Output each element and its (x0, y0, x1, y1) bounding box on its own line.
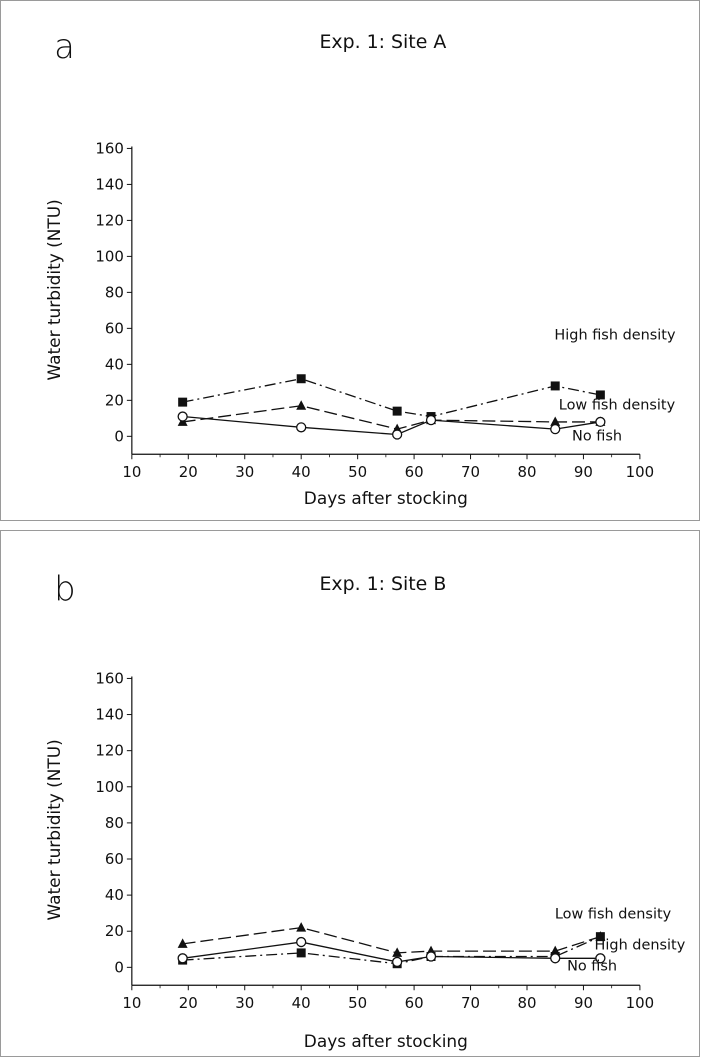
data-point-circle (425, 951, 437, 962)
data-point-square (296, 374, 306, 384)
y-tick-label: 120 (95, 742, 124, 760)
y-axis-label-a: Water turbidity (NTU) (44, 199, 64, 380)
data-point-circle (425, 414, 437, 426)
data-point-triangle (296, 922, 307, 932)
plot-area-b: 0 20 40 60 80 100 120 140 160 10 20 30 40 50 60 70 80 90 1… (95, 669, 685, 1012)
y-tick-label: 120 (95, 211, 124, 229)
x-tick-label: 80 (517, 994, 536, 1012)
y-tick-label: 140 (95, 706, 124, 724)
y-tick-label: 40 (105, 886, 124, 904)
x-tick-label: 100 (626, 994, 655, 1012)
data-point-circle (177, 411, 188, 422)
series-line-high-fish-density (182, 378, 601, 418)
data-point-triangle (296, 400, 307, 410)
chart-title-b: Exp. 1: Site B (319, 573, 446, 595)
y-axis-label-b: Water turbidity (NTU) (44, 739, 64, 920)
x-tick-label: 60 (405, 994, 424, 1012)
series-line-low-fish-density (182, 926, 601, 954)
x-tick-label: 90 (574, 463, 593, 481)
x-tick-label: 90 (574, 994, 593, 1012)
data-point-circle (595, 953, 606, 964)
data-point-square (178, 397, 188, 407)
x-tick-label: 40 (292, 994, 311, 1012)
data-point-circle (296, 422, 307, 433)
data-point-circle (550, 953, 561, 964)
chart-a-svg: a Exp. 1: Site A Water turbidity (NTU) D… (44, 27, 676, 508)
chart-b-svg: b Exp. 1: Site B Water turbidity (NTU) D… (44, 570, 686, 1051)
x-tick-label: 80 (517, 463, 536, 481)
y-tick-label: 80 (105, 814, 124, 832)
y-tick-label: 60 (105, 319, 124, 337)
data-point-square (595, 932, 605, 942)
y-tick-label: 20 (105, 391, 124, 409)
series-line-low-fish-density (182, 405, 601, 430)
x-tick-label: 30 (235, 463, 254, 481)
data-point-square (296, 948, 306, 958)
data-point-triangle (550, 416, 561, 426)
y-tick-label: 160 (95, 139, 124, 157)
chart-title-a: Exp. 1: Site A (319, 31, 446, 53)
y-tick-label: 60 (105, 850, 124, 868)
y-tick-label: 100 (95, 778, 124, 796)
data-point-triangle (392, 947, 403, 957)
x-tick-label: 10 (122, 994, 141, 1012)
chart-panel-b: b Exp. 1: Site B Water turbidity (NTU) D… (0, 530, 700, 1057)
x-tick-label: 70 (461, 994, 480, 1012)
series-label-low-fish-density: Low fish density (555, 907, 672, 923)
data-point-triangle (177, 938, 188, 948)
x-tick-label: 70 (461, 463, 480, 481)
data-point-circle (296, 936, 307, 948)
y-tick-label: 20 (105, 922, 124, 940)
series-line-no-fish (182, 415, 601, 436)
series-label-no-fish: No fish (572, 428, 622, 444)
x-axis-label-b: Days after stocking (304, 1031, 468, 1051)
y-tick-label: 0 (114, 427, 124, 445)
series-label-high-fish-density: High fish density (554, 328, 676, 344)
y-tick-label: 140 (95, 175, 124, 193)
data-point-circle (177, 953, 188, 964)
data-point-circle (392, 429, 403, 440)
x-tick-label: 40 (292, 463, 311, 481)
y-tick-label: 100 (95, 247, 124, 265)
data-point-circle (595, 416, 606, 428)
x-tick-label: 60 (405, 463, 424, 481)
series-line-no-fish (182, 941, 601, 963)
y-tick-label: 160 (95, 669, 124, 687)
y-tick-label: 80 (105, 283, 124, 301)
x-tick-label: 100 (626, 463, 655, 481)
x-tick-label: 20 (179, 994, 198, 1012)
panel-letter-a: a (54, 27, 75, 66)
panel-letter-b: b (54, 570, 76, 609)
data-point-circle (392, 956, 403, 968)
x-tick-label: 10 (122, 463, 141, 481)
series-label-low-fish-density: Low fish density (559, 397, 676, 413)
x-axis-label-a: Days after stocking (304, 488, 468, 508)
x-tick-label: 50 (348, 463, 367, 481)
y-tick-label: 0 (114, 958, 124, 976)
plot-area-a: 0 20 40 60 80 100 120 140 160 10 20 30 40 50 60 70 80 90 1… (95, 139, 676, 481)
series-label-high-density: High density (595, 937, 686, 953)
data-point-circle (550, 423, 561, 435)
data-point-square (550, 381, 560, 391)
data-point-square (392, 406, 402, 416)
data-point-square (595, 390, 605, 400)
x-tick-label: 30 (235, 994, 254, 1012)
x-tick-label: 50 (348, 994, 367, 1012)
chart-panel-a: a Exp. 1: Site A Water turbidity (NTU) D… (0, 0, 700, 521)
x-tick-label: 20 (179, 463, 198, 481)
series-label-no-fish: No fish (567, 958, 617, 974)
series-line-high-density (182, 936, 601, 965)
y-tick-label: 40 (105, 355, 124, 373)
